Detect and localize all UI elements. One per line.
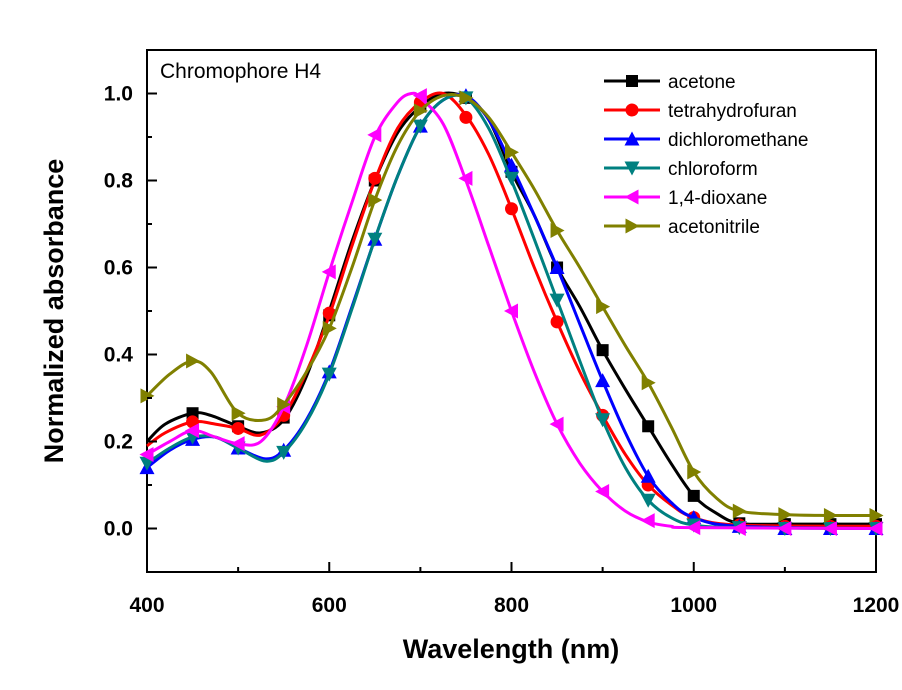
legend: acetone tetrahydrofuran dichloromethane chl… [604,72,808,238]
legend-entry-5: acetonitrile [604,217,760,238]
data-point-4-6 [412,88,427,104]
legend-label: acetonitrile [668,217,760,238]
legend-marker [624,131,640,146]
data-point-3-5 [367,232,383,247]
y-tick-label: 0.0 [104,518,133,541]
data-point-4-9 [549,416,564,432]
data-point-4-5 [367,127,382,143]
legend-label: tetrahydrofuran [668,101,797,122]
data-point-5-8 [505,144,519,160]
data-point-1-7 [505,202,518,216]
data-point-3-9 [549,293,565,308]
data-point-5-9 [550,223,565,239]
data-point-4-8 [504,303,518,319]
data-point-2-9 [549,260,565,274]
data-point-5-16 [869,507,884,523]
data-point-5-11 [641,375,656,391]
data-point-0-10 [642,420,655,433]
data-point-2-11 [640,468,656,483]
data-point-4-2 [230,436,245,452]
data-point-5-0 [140,388,155,404]
y-axis-title: Normalized absorbance [39,159,69,464]
data-point-0-11 [687,489,700,502]
data-point-2-10 [595,373,611,388]
y-tick-label: 0.8 [104,170,134,193]
data-point-3-3 [276,445,292,460]
y-tick-label: 0.6 [104,257,133,280]
legend-marker [624,189,639,205]
data-point-5-2 [231,405,246,421]
data-point-4-14 [777,521,792,536]
data-point-5-4 [322,320,337,336]
data-point-4-10 [595,484,610,500]
x-tick-label: 600 [312,594,347,617]
y-tick-label: 1.0 [104,83,133,106]
data-point-1-6 [459,110,473,124]
data-point-3-6 [412,119,428,134]
data-point-3-10 [595,413,611,428]
data-point-5-15 [823,507,838,523]
data-point-5-6 [413,103,428,119]
data-point-0-9 [596,344,609,357]
data-point-4-15 [822,521,837,536]
legend-entry-1: tetrahydrofuran [604,101,797,122]
data-point-1-1 [231,421,245,435]
data-point-5-10 [596,299,611,315]
legend-marker [624,161,640,176]
data-point-4-16 [868,521,883,536]
data-point-4-4 [321,264,336,280]
x-tick-label: 400 [129,594,164,617]
data-point-3-8 [504,171,519,186]
series-layer [139,88,884,536]
data-point-1-4 [368,171,382,185]
legend-entry-2: dichloromethane [604,130,808,151]
data-point-4-11 [640,513,655,529]
data-point-5-1 [186,353,201,369]
legend-marker [625,103,639,117]
data-point-4-13 [731,521,746,536]
data-point-3-4 [321,367,337,382]
data-point-5-7 [459,90,474,106]
x-tick-label: 1000 [670,594,717,617]
data-point-5-14 [778,507,793,523]
data-point-4-1 [185,423,200,439]
data-point-4-12 [686,520,701,536]
legend-marker [626,75,638,87]
legend-entry-0: acetone [604,72,736,93]
x-axis-title: Wavelength (nm) [403,634,620,664]
y-tick-label: 0.2 [104,431,133,454]
data-point-1-3 [322,306,336,320]
legend-label: acetone [668,72,736,93]
legend-label: chloroform [668,159,758,180]
series-5 [140,90,884,523]
data-point-4-0 [139,447,154,463]
legend-entry-4: 1,4-dioxane [604,188,767,209]
legend-label: dichloromethane [668,130,808,151]
data-point-5-12 [687,464,702,480]
legend-entry-3: chloroform [604,159,758,180]
x-tick-label: 800 [494,594,529,617]
data-point-5-13 [732,503,747,519]
data-point-5-5 [368,192,383,208]
legend-label: 1,4-dioxane [668,188,767,209]
data-point-4-7 [458,170,473,186]
legend-marker [625,218,640,234]
data-point-5-3 [277,397,292,413]
data-point-3-11 [640,493,656,508]
series-4 [139,88,883,536]
panel-title: Chromophore H4 [160,60,321,83]
axis-layer: 400 600 800 1000 1200 0.0 0.2 0.4 0.6 0.8 1.0 [104,49,900,617]
x-tick-label: 1200 [853,594,900,617]
data-point-1-8 [550,315,564,329]
y-tick-label: 0.4 [104,344,134,367]
